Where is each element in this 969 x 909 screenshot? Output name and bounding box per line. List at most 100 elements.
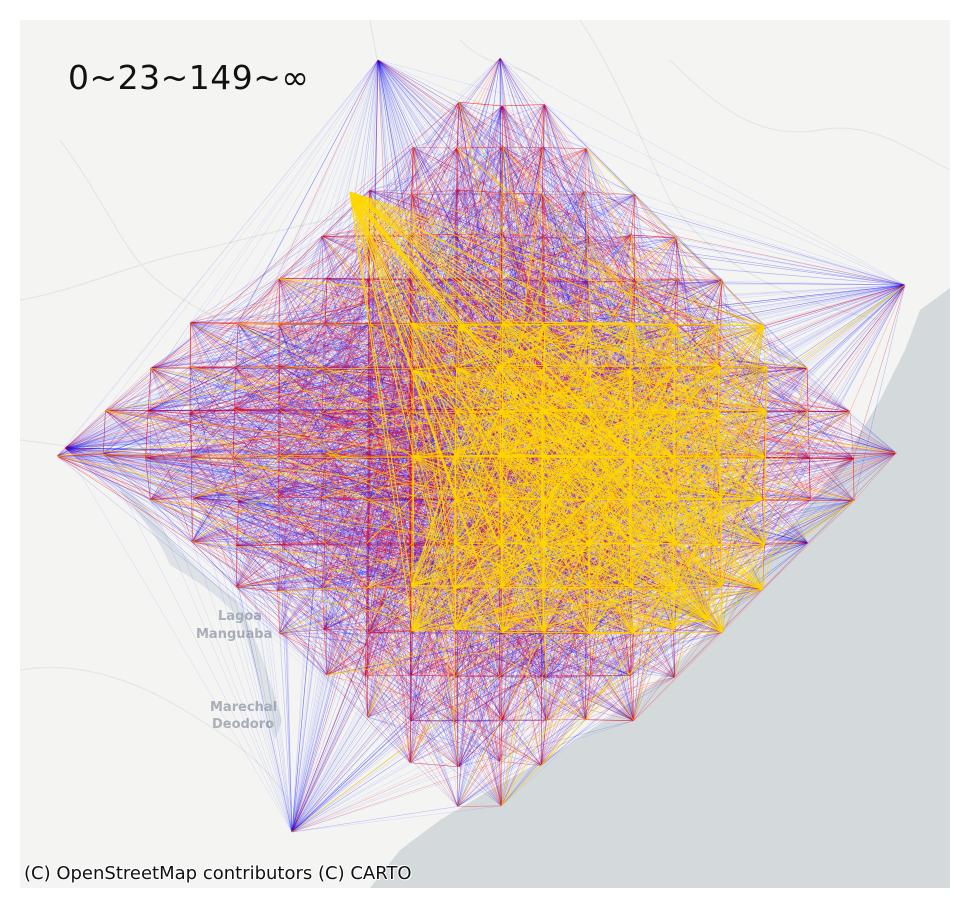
flow-line [189,323,371,415]
flow-line [412,147,502,284]
flow-line [589,633,592,676]
flow-line [630,633,634,676]
flow-line [584,191,897,454]
flow-line [279,278,675,368]
flow-line [542,193,854,459]
flow-line [411,147,458,195]
flow-line [546,632,723,679]
flow-line [370,323,455,723]
flow-line [544,191,586,326]
flow-line [502,146,586,193]
flow-line [236,278,280,588]
flow-line [455,234,544,238]
flow-line [369,456,547,679]
flow-line [279,370,414,456]
flow-line [322,587,675,678]
map-canvas[interactable]: Lagoa Manguaba Marechal Deodoro [20,20,950,888]
flow-line [278,324,459,767]
flow-line [189,413,323,589]
flow-line [502,370,630,721]
flow-line [321,147,414,237]
flow-line [150,321,503,369]
flow-line [675,237,723,281]
flow-line [366,277,456,588]
flow-line [277,147,458,498]
flow-line [369,190,412,195]
flow-line [192,147,458,459]
flow-line [369,189,458,415]
flow-line [103,369,324,455]
flow-line [148,365,280,411]
flow-line [103,453,323,589]
flow-line [236,282,502,588]
flow-line [366,148,587,544]
flow-line [192,456,674,543]
flow-line [148,324,545,411]
flow-line [190,322,502,588]
flow-line [321,236,459,767]
place-label-deodoro: Deodoro [212,717,274,732]
flow-line [291,545,411,833]
flow-line [191,458,194,498]
flow-line [150,408,235,500]
flow-line [410,542,630,763]
flow-line [369,190,765,326]
flow-line [189,366,237,588]
flow-line [148,408,586,411]
flow-line [502,632,547,679]
flow-line [189,413,412,586]
flow-line [454,631,544,677]
flow-line [190,322,370,457]
flow-line [291,105,503,833]
flow-line [190,322,411,763]
flow-line [502,146,897,454]
flow-line [368,456,415,633]
flow-line [369,58,501,457]
flow-line [412,147,457,412]
flow-line [457,676,675,807]
flow-line [411,192,501,195]
flow-line [409,104,545,500]
flow-lines [56,58,906,833]
flow-line [321,413,459,807]
flow-line [456,284,906,369]
flow-line [150,367,323,415]
flow-line [105,410,410,413]
flow-line [235,367,322,498]
flow-line [502,719,542,766]
flow-line [458,102,632,323]
map-frame[interactable]: Lagoa Manguaba Marechal Deodoro 0~23~149… [20,20,950,888]
flow-line [236,586,369,634]
flow-line [238,147,414,324]
flow-line [56,148,587,457]
flow-line [807,284,906,412]
flow-line [367,279,412,586]
flow-line [325,236,544,324]
flow-line [410,719,503,721]
flow-line [368,414,371,633]
flow-line [103,454,458,807]
flow-line [192,457,547,679]
flow-line [236,543,325,546]
flow-line [291,720,412,833]
flow-line [189,413,454,590]
flow-line [368,238,502,806]
flow-line [325,453,328,676]
flow-line [458,457,545,767]
flow-line [279,632,500,762]
flow-line [233,458,544,589]
flow-line [500,191,586,284]
flow-line [189,236,545,415]
flow-line [64,447,500,762]
flow-line [365,59,379,676]
flow-line [291,632,503,833]
flow-line [282,544,590,635]
flow-line [586,148,675,413]
flow-line [409,148,458,763]
flow-line [145,457,237,588]
flow-line [192,409,501,543]
place-label-group: Lagoa Manguaba Marechal Deodoro [196,609,277,732]
flow-line [150,192,501,500]
flow-line [150,499,411,676]
flow-line [323,369,412,586]
